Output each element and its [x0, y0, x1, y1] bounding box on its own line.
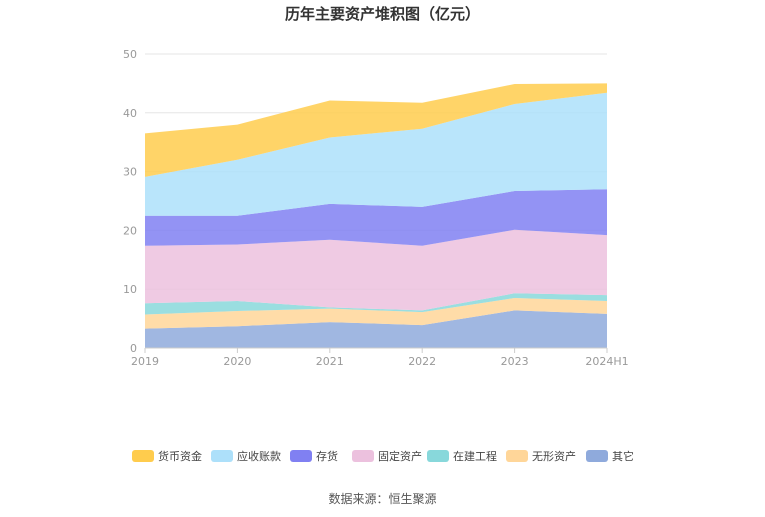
- legend-label[interactable]: 在建工程: [453, 449, 497, 463]
- area-series-3: [145, 229, 607, 311]
- legend-swatch[interactable]: [290, 450, 312, 462]
- legend-label[interactable]: 存货: [316, 449, 338, 463]
- legend-label[interactable]: 无形资产: [532, 449, 576, 463]
- area-series-6: [145, 83, 607, 177]
- legend-label[interactable]: 货币资金: [158, 449, 202, 463]
- legend-swatch[interactable]: [352, 450, 374, 462]
- legend-swatch[interactable]: [427, 450, 449, 462]
- legend-label[interactable]: 固定资产: [378, 449, 422, 463]
- x-tick-label: 2023: [501, 355, 529, 368]
- legend-label[interactable]: 其它: [612, 449, 634, 463]
- x-tick-label: 2021: [316, 355, 344, 368]
- area-series-1: [145, 298, 607, 329]
- chart-title: 历年主要资产堆积图（亿元）: [284, 5, 480, 23]
- area-series-2: [145, 293, 607, 315]
- x-tick-label: 2022: [408, 355, 436, 368]
- legend-label[interactable]: 应收账款: [237, 449, 281, 463]
- y-tick-label: 10: [123, 283, 137, 296]
- y-tick-label: 40: [123, 107, 137, 120]
- y-tick-label: 50: [123, 48, 137, 61]
- y-tick-label: 20: [123, 224, 137, 237]
- y-tick-label: 30: [123, 166, 137, 179]
- x-tick-label: 2020: [223, 355, 251, 368]
- y-tick-label: 0: [130, 342, 137, 355]
- x-tick-label: 2024H1: [585, 355, 628, 368]
- legend-swatch[interactable]: [132, 450, 154, 462]
- area-series-0: [145, 310, 607, 348]
- y-axis: 0 10 20 30 40 50: [123, 48, 137, 355]
- area-series-4: [145, 189, 607, 246]
- legend-swatch[interactable]: [506, 450, 528, 462]
- data-source-note: 数据来源：恒生聚源: [328, 492, 437, 506]
- legend: 货币资金 应收账款 存货 固定资产 在建工程 无形资产 其它: [132, 449, 634, 463]
- area-series: [145, 83, 607, 348]
- legend-swatch[interactable]: [586, 450, 608, 462]
- legend-swatch[interactable]: [211, 450, 233, 462]
- x-axis: 2019 2020 2021 2022 2023 2024H1: [131, 347, 629, 368]
- area-series-5: [145, 92, 607, 216]
- x-tick-label: 2019: [131, 355, 159, 368]
